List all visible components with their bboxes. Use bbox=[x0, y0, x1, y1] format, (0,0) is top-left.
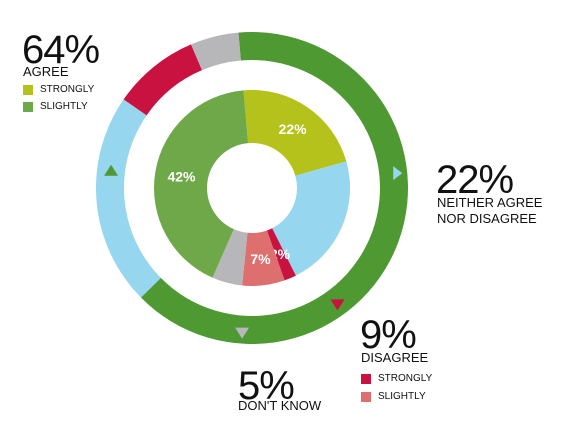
agree-legend-slightly: SLIGHTLY bbox=[23, 101, 88, 113]
disagree-legend-strongly: STRONGLY bbox=[361, 373, 432, 385]
agree-legend-strongly: STRONGLY bbox=[23, 84, 94, 96]
inner-segment-don-t-know bbox=[212, 229, 248, 286]
outer-segment-disagree bbox=[123, 44, 202, 116]
outer-segment-neither-agree-nor-disagree bbox=[95, 99, 161, 298]
inner-segment-slightly-disagree bbox=[242, 230, 285, 286]
outer-segment-agree bbox=[140, 32, 408, 345]
legend-label: STRONGLY bbox=[40, 84, 95, 95]
inner-segment-label-strongly-agree: 22% bbox=[279, 121, 308, 137]
pointer-arrow-4 bbox=[235, 327, 250, 339]
pointer-arrow-3 bbox=[330, 299, 345, 311]
outer-segment-don-t-know bbox=[191, 32, 241, 71]
disagree-percent: 9% bbox=[360, 313, 417, 357]
disagree-label: DISAGREE bbox=[361, 350, 429, 365]
pointer-arrow-1 bbox=[104, 164, 119, 176]
inner-segment-strongly-agree bbox=[243, 89, 347, 176]
legend-swatch bbox=[23, 85, 33, 95]
dontknow-label: DON'T KNOW bbox=[238, 398, 322, 413]
neither-label-line2: NOR DISAGREE bbox=[437, 211, 537, 226]
inner-segment-label-slightly-disagree: 7% bbox=[250, 251, 271, 267]
agree-percent: 64% bbox=[22, 28, 100, 72]
legend-label: SLIGHTLY bbox=[378, 391, 426, 402]
pointer-arrow-2 bbox=[393, 166, 403, 181]
legend-label: STRONGLY bbox=[378, 373, 433, 384]
inner-segment-neither-agree-nor-disagree bbox=[272, 161, 351, 276]
agree-label: AGREE bbox=[23, 64, 69, 79]
legend-swatch bbox=[361, 392, 371, 402]
inner-segment-slightly-agree bbox=[153, 90, 249, 278]
inner-segment-strongly-disagree bbox=[266, 228, 296, 281]
legend-swatch bbox=[23, 102, 33, 112]
legend-swatch bbox=[361, 374, 371, 384]
neither-percent: 22% bbox=[436, 158, 514, 202]
dontknow-percent: 5% bbox=[238, 364, 295, 408]
neither-label-line1: NEITHER AGREE bbox=[437, 195, 543, 210]
inner-segment-label-slightly-agree: 42% bbox=[167, 168, 196, 184]
disagree-legend-slightly: SLIGHTLY bbox=[361, 391, 426, 403]
legend-label: SLIGHTLY bbox=[40, 101, 88, 112]
